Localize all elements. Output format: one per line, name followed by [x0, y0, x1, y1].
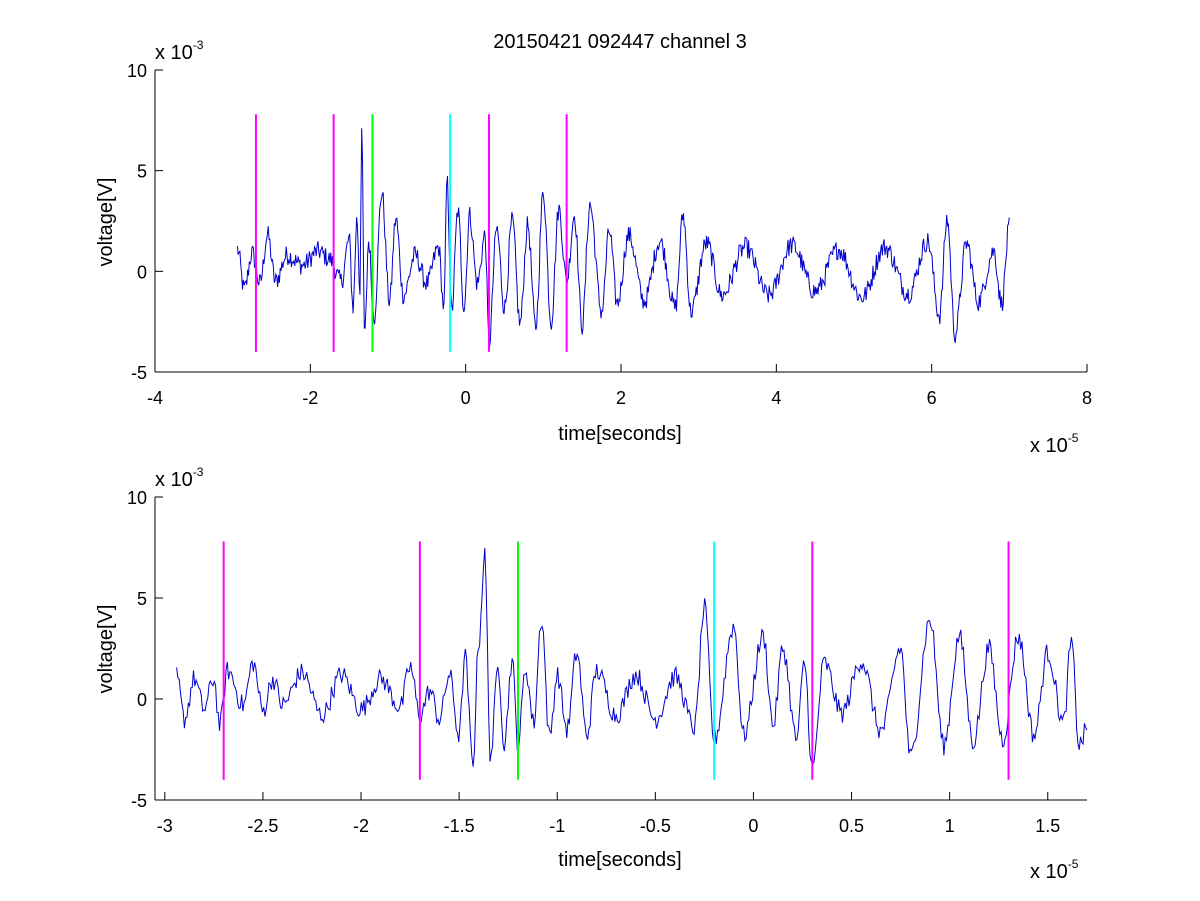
x-tick-label: -1: [549, 816, 565, 836]
x-tick-label: 6: [927, 388, 937, 408]
y-tick-label: 10: [127, 488, 147, 508]
series-line-0: [176, 547, 1088, 767]
signal-series: [236, 128, 1010, 348]
chart-title: 20150421 092447 channel 3: [493, 31, 747, 53]
y-axis-label: voltage[V]: [95, 178, 117, 267]
axes-zoomed: [154, 496, 1087, 801]
axes: [154, 69, 1088, 373]
x-tick-label: 0: [748, 816, 758, 836]
y-tick-labels-zoomed: -5 0 5 10: [127, 488, 147, 811]
event-markers-zoomed: [222, 541, 1010, 780]
y-tick-label: -5: [131, 363, 147, 383]
y-tick-label: 10: [127, 61, 147, 81]
y-tick-label: 0: [137, 690, 147, 710]
y-axis-label-zoomed: voltage[V]: [95, 605, 117, 694]
x-tick-labels: -4 -2 0 2 4 6 8: [147, 388, 1092, 408]
bottom-chart-panel: -3 -2.5 -2 -1.5 -1 -0.5 0 0.5 1 1.5 -5 0 5 10 time[s…: [95, 465, 1088, 883]
x-tick-label: 1: [945, 816, 955, 836]
y-tick-label: -5: [131, 791, 147, 811]
x-tick-label: -0.5: [640, 816, 671, 836]
x-scale-multiplier-zoomed: x 10-5: [1030, 857, 1079, 883]
y-scale-multiplier-zoomed: x 10-3: [155, 465, 204, 491]
x-tick-label: 1.5: [1035, 816, 1060, 836]
x-scale-multiplier: x 10-5: [1030, 431, 1079, 457]
series-line-0: [236, 128, 1010, 348]
x-axis-label: time[seconds]: [558, 423, 681, 445]
y-tick-label: 5: [137, 162, 147, 182]
x-tick-label: -1.5: [444, 816, 475, 836]
x-tick-label: -4: [147, 388, 163, 408]
x-tick-label: 2: [616, 388, 626, 408]
x-tick-label: -3: [157, 816, 173, 836]
x-tick-label: 8: [1082, 388, 1092, 408]
y-tick-label: 0: [137, 262, 147, 282]
x-tick-label: -2: [302, 388, 318, 408]
x-tick-label: 4: [771, 388, 781, 408]
x-tick-label: 0.5: [839, 816, 864, 836]
x-tick-labels-zoomed: -3 -2.5 -2 -1.5 -1 -0.5 0 0.5 1 1.5: [157, 816, 1060, 836]
y-scale-multiplier: x 10-3: [155, 38, 204, 64]
y-tick-labels: -5 0 5 10: [127, 61, 147, 383]
y-tick-label: 5: [137, 589, 147, 609]
signal-series-zoomed: [176, 547, 1088, 767]
top-chart-panel: 20150421 092447 channel 3 -4 -2 0 2 4 6 8 -5 0 5…: [95, 31, 1092, 457]
event-markers: [254, 114, 568, 352]
x-tick-label: -2.5: [247, 816, 278, 836]
x-axis-label-zoomed: time[seconds]: [558, 849, 681, 871]
x-tick-label: -2: [353, 816, 369, 836]
x-tick-label: 0: [461, 388, 471, 408]
